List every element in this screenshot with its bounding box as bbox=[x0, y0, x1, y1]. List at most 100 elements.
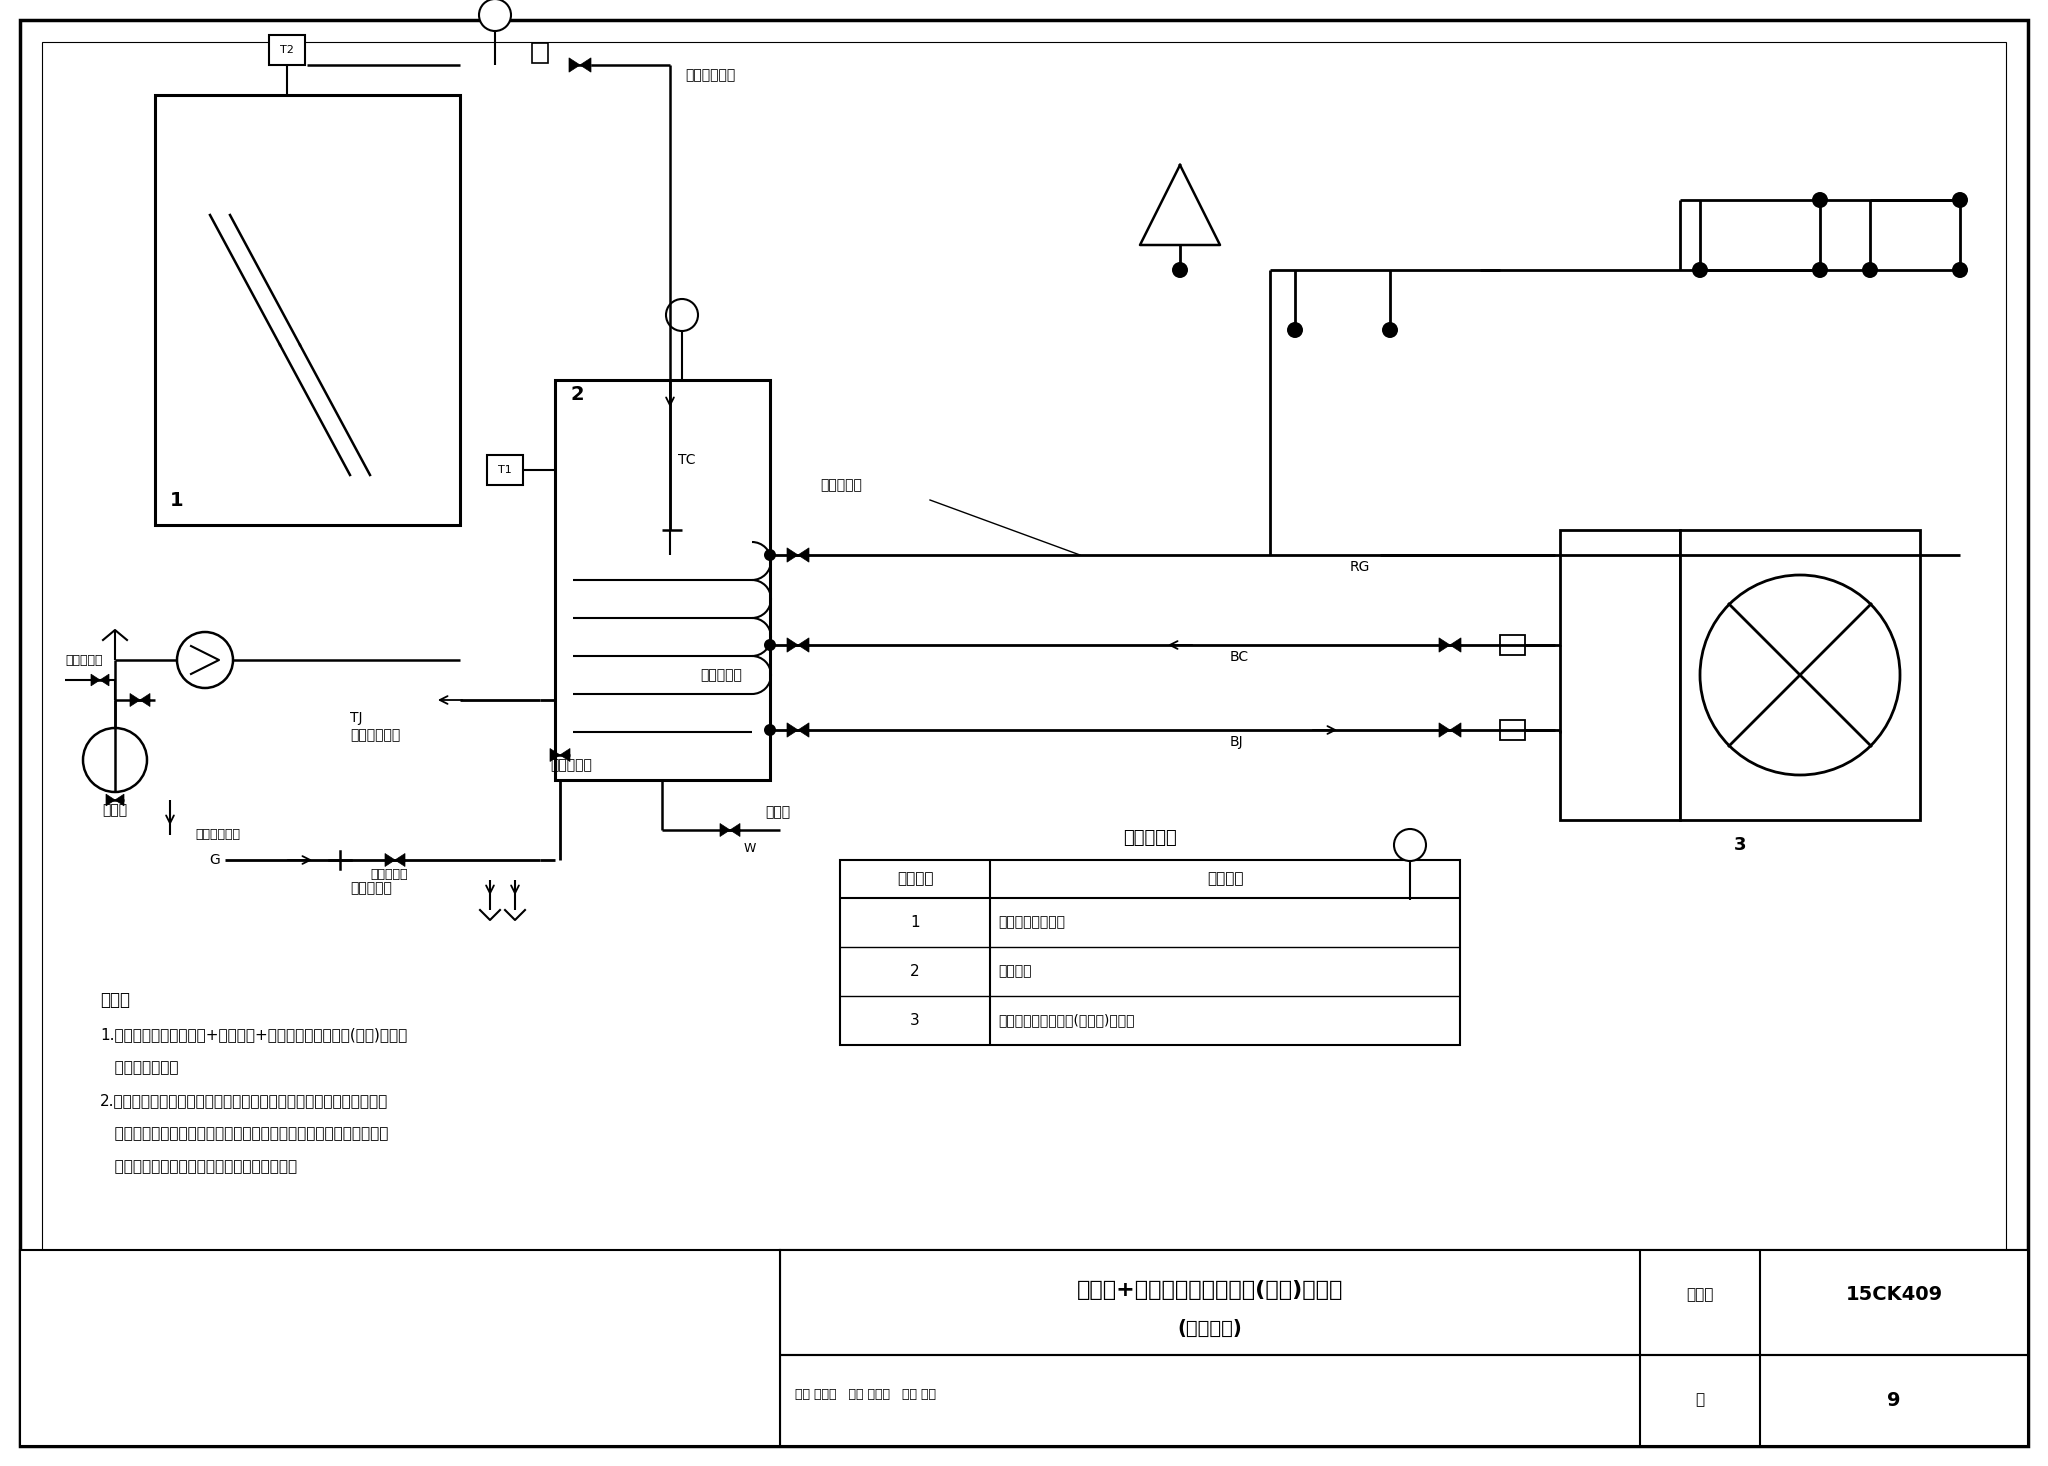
Polygon shape bbox=[100, 674, 109, 686]
Text: 膨胀罐: 膨胀罐 bbox=[102, 803, 127, 817]
Circle shape bbox=[1692, 262, 1708, 279]
Text: 9: 9 bbox=[1888, 1390, 1901, 1409]
Text: 太阳能进水管: 太阳能进水管 bbox=[350, 729, 399, 742]
Text: 太阳能+空气源热泵热水机组(家用)系统图: 太阳能+空气源热泵热水机组(家用)系统图 bbox=[1077, 1280, 1343, 1300]
Polygon shape bbox=[729, 824, 739, 837]
Text: T2: T2 bbox=[281, 45, 295, 56]
Polygon shape bbox=[395, 853, 406, 866]
Text: 太阳能平板集热器: 太阳能平板集热器 bbox=[997, 915, 1065, 929]
Bar bbox=[780, 1250, 2028, 1355]
Bar bbox=[1561, 531, 1679, 819]
Text: 1.本系统为太阳能集热器+承压水箱+空气源热泵热水机组(家用)系统，: 1.本系统为太阳能集热器+承压水箱+空气源热泵热水机组(家用)系统， bbox=[100, 1028, 408, 1042]
Text: 热泵进水管: 热泵进水管 bbox=[551, 758, 592, 773]
Text: 能集热器加热方式推荐采用直接式系统方案。: 能集热器加热方式推荐采用直接式系统方案。 bbox=[100, 1160, 297, 1174]
Text: 15CK409: 15CK409 bbox=[1845, 1286, 1944, 1305]
Polygon shape bbox=[786, 638, 799, 652]
Text: 1: 1 bbox=[909, 915, 920, 929]
Text: 说明：: 说明： bbox=[100, 991, 129, 1009]
Polygon shape bbox=[106, 795, 115, 806]
Polygon shape bbox=[115, 795, 125, 806]
Text: 1: 1 bbox=[170, 491, 184, 510]
Bar bbox=[20, 1250, 780, 1445]
Text: 3: 3 bbox=[1735, 836, 1747, 855]
Text: RG: RG bbox=[1350, 560, 1370, 575]
Circle shape bbox=[764, 548, 776, 561]
Text: 2: 2 bbox=[909, 965, 920, 979]
Text: TJ: TJ bbox=[350, 711, 362, 726]
Polygon shape bbox=[786, 548, 799, 561]
Text: 工质排放总管: 工质排放总管 bbox=[195, 828, 240, 841]
Bar bbox=[1499, 635, 1526, 655]
Polygon shape bbox=[129, 693, 139, 707]
Text: 承压水箱: 承压水箱 bbox=[997, 965, 1032, 978]
Circle shape bbox=[1700, 575, 1901, 776]
Text: 热水供水管: 热水供水管 bbox=[819, 478, 862, 493]
Text: (卫浴功能): (卫浴功能) bbox=[1178, 1318, 1243, 1337]
Polygon shape bbox=[385, 853, 395, 866]
Polygon shape bbox=[90, 674, 100, 686]
Text: 设备名称: 设备名称 bbox=[1206, 871, 1243, 887]
Bar bbox=[840, 861, 1460, 1045]
Text: BJ: BJ bbox=[1231, 734, 1243, 749]
Circle shape bbox=[666, 299, 698, 331]
Circle shape bbox=[84, 729, 147, 792]
Bar bbox=[156, 95, 461, 525]
Polygon shape bbox=[139, 693, 150, 707]
Polygon shape bbox=[569, 57, 580, 72]
Circle shape bbox=[1382, 323, 1399, 339]
Circle shape bbox=[1862, 262, 1878, 279]
Circle shape bbox=[764, 724, 776, 736]
Circle shape bbox=[479, 0, 512, 31]
Text: 排污管: 排污管 bbox=[766, 805, 791, 819]
Bar bbox=[555, 380, 770, 780]
Circle shape bbox=[764, 639, 776, 651]
Text: 2.太阳能集热器采用间接系统方案，承压水箱内置换热盘管，空气源热: 2.太阳能集热器采用间接系统方案，承压水箱内置换热盘管，空气源热 bbox=[100, 1094, 389, 1108]
Bar bbox=[1679, 531, 1921, 819]
Bar bbox=[780, 1250, 2028, 1445]
Text: 页: 页 bbox=[1696, 1393, 1704, 1407]
Circle shape bbox=[1395, 828, 1425, 861]
Bar bbox=[487, 454, 522, 485]
Text: TC: TC bbox=[678, 453, 696, 468]
Circle shape bbox=[1812, 192, 1829, 208]
Polygon shape bbox=[799, 638, 809, 652]
Text: 主要设备表: 主要设备表 bbox=[1122, 828, 1178, 847]
Text: 审核 钟家淮   校对 王柱小   设计 李红: 审核 钟家淮 校对 王柱小 设计 李红 bbox=[795, 1388, 936, 1401]
Bar bbox=[532, 43, 549, 63]
Text: 排至安全处: 排至安全处 bbox=[371, 868, 408, 881]
Polygon shape bbox=[580, 57, 592, 72]
Polygon shape bbox=[1440, 723, 1450, 737]
Polygon shape bbox=[786, 723, 799, 737]
Circle shape bbox=[1286, 323, 1303, 339]
Text: 设备编号: 设备编号 bbox=[897, 871, 934, 887]
Circle shape bbox=[176, 632, 233, 688]
Text: 排至安全处: 排至安全处 bbox=[66, 654, 102, 667]
Text: 热泵出水管: 热泵出水管 bbox=[700, 668, 741, 682]
Polygon shape bbox=[799, 548, 809, 561]
Text: 泵热水机组采用直接系统方案。在防冻要求不严格的地区使用，太阳: 泵热水机组采用直接系统方案。在防冻要求不严格的地区使用，太阳 bbox=[100, 1126, 389, 1142]
Polygon shape bbox=[1450, 638, 1460, 652]
Text: 3: 3 bbox=[909, 1013, 920, 1028]
Text: 空气源热泵热水机组(分体机)室外机: 空气源热泵热水机组(分体机)室外机 bbox=[997, 1013, 1135, 1028]
Text: T1: T1 bbox=[498, 465, 512, 475]
Polygon shape bbox=[559, 749, 569, 761]
Bar bbox=[1499, 720, 1526, 740]
Polygon shape bbox=[1450, 723, 1460, 737]
Text: G: G bbox=[209, 853, 219, 866]
Text: 太阳能出水管: 太阳能出水管 bbox=[684, 67, 735, 82]
Polygon shape bbox=[799, 723, 809, 737]
Polygon shape bbox=[721, 824, 729, 837]
Text: 提供生活热水。: 提供生活热水。 bbox=[100, 1060, 178, 1076]
Text: 2: 2 bbox=[569, 386, 584, 405]
Circle shape bbox=[1952, 192, 1968, 208]
Circle shape bbox=[1171, 262, 1188, 279]
Circle shape bbox=[1812, 262, 1829, 279]
Polygon shape bbox=[551, 749, 559, 761]
Text: 图集号: 图集号 bbox=[1686, 1287, 1714, 1302]
Circle shape bbox=[1952, 262, 1968, 279]
Text: 生活给水管: 生活给水管 bbox=[350, 881, 391, 896]
Text: BC: BC bbox=[1231, 649, 1249, 664]
Bar bbox=[268, 35, 305, 65]
Polygon shape bbox=[1440, 638, 1450, 652]
Text: W: W bbox=[743, 841, 756, 855]
